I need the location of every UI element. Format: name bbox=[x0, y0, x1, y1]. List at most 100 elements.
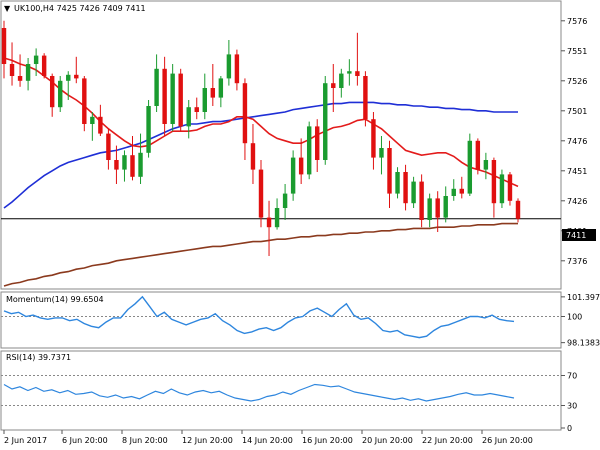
x-tick-label: 8 Jun 20:00 bbox=[122, 436, 168, 445]
price-tick-label: 7476 bbox=[567, 137, 587, 146]
candle-body bbox=[443, 196, 448, 218]
candle-body bbox=[130, 155, 135, 177]
rsi-layer: 70 30 0 bbox=[1, 372, 577, 433]
rsi-tick-label: 0 bbox=[567, 424, 572, 433]
candle-body bbox=[218, 78, 224, 98]
momentum-label: Momentum(14) 99.6504 bbox=[6, 295, 104, 304]
candle-body bbox=[162, 68, 167, 124]
candle-body bbox=[17, 76, 23, 81]
candle-body bbox=[242, 83, 248, 144]
candle-body bbox=[491, 160, 497, 204]
ma-mid-line bbox=[3, 101, 518, 209]
momentum-tick-label: 101.397 bbox=[567, 293, 600, 302]
price-tick-label: 7551 bbox=[567, 47, 587, 56]
candle-body bbox=[194, 107, 199, 112]
candle-body bbox=[411, 181, 416, 204]
candle-body bbox=[33, 55, 39, 64]
candle-body bbox=[170, 73, 175, 124]
rsi-tick-label: 70 bbox=[567, 372, 577, 381]
symbol-header: UK100,H4 7425 7426 7409 7411 bbox=[14, 4, 146, 13]
candle-body bbox=[1, 28, 7, 64]
candle-body bbox=[122, 155, 127, 170]
candle-body bbox=[258, 169, 264, 218]
candle-body bbox=[323, 83, 328, 160]
candle-body bbox=[355, 71, 360, 76]
candle-body bbox=[315, 126, 320, 160]
x-tick-label: 22 Jun 20:00 bbox=[422, 436, 473, 445]
candle-body bbox=[49, 76, 55, 108]
candle-body bbox=[403, 172, 408, 204]
candle-body bbox=[178, 73, 183, 127]
rsi-panel-frame bbox=[0, 350, 562, 431]
candle-body bbox=[459, 188, 464, 194]
candle-body bbox=[483, 160, 489, 170]
candle-body bbox=[266, 217, 272, 228]
candle-body bbox=[90, 116, 95, 124]
candle-body bbox=[25, 64, 31, 81]
candle-body bbox=[298, 157, 304, 175]
candle-body bbox=[234, 54, 240, 84]
x-tick-label: 26 Jun 20:00 bbox=[482, 436, 533, 445]
momentum-panel-frame bbox=[0, 291, 562, 349]
x-tick-label: 2 Jun 2017 bbox=[4, 436, 47, 445]
candle-body bbox=[106, 133, 111, 160]
main-panel-frame bbox=[0, 0, 562, 290]
candle-body bbox=[395, 172, 400, 194]
candle-body bbox=[435, 198, 440, 218]
candle-body bbox=[9, 64, 15, 76]
rsi-line bbox=[3, 383, 515, 402]
ma-slow-line bbox=[3, 222, 518, 287]
candle-body bbox=[419, 181, 424, 220]
candle-body bbox=[371, 119, 376, 158]
candle-body bbox=[475, 140, 481, 170]
candle-body bbox=[58, 80, 63, 108]
ma-fast-line bbox=[3, 57, 519, 188]
price-tick-label: 7501 bbox=[567, 107, 587, 116]
candle-body bbox=[427, 198, 432, 220]
x-tick-label: 6 Jun 20:00 bbox=[62, 436, 108, 445]
candle-body bbox=[114, 160, 119, 170]
candle-body bbox=[290, 157, 296, 194]
x-tick-label: 20 Jun 20:00 bbox=[362, 436, 413, 445]
candle-body bbox=[363, 76, 368, 120]
momentum-line bbox=[3, 295, 515, 339]
price-tag: 7411 bbox=[566, 231, 586, 240]
candle-body bbox=[451, 188, 456, 196]
candle-body bbox=[347, 71, 352, 74]
candle-body bbox=[186, 107, 191, 127]
rsi-tick-label: 30 bbox=[567, 402, 577, 411]
candle-body bbox=[154, 68, 159, 106]
candle-body bbox=[387, 148, 392, 194]
momentum-layer: 101.397 100 98.1383 bbox=[1, 293, 600, 348]
price-tick-label: 7376 bbox=[567, 257, 587, 266]
candle-body bbox=[467, 140, 473, 194]
x-tick-label: 16 Jun 20:00 bbox=[302, 436, 353, 445]
candle-body bbox=[379, 148, 384, 158]
candle-body bbox=[339, 73, 344, 88]
rsi-label: RSI(14) 39.7371 bbox=[6, 353, 71, 362]
candle-body bbox=[306, 126, 312, 175]
candle-body bbox=[507, 174, 513, 201]
candle-body bbox=[515, 200, 521, 219]
momentum-tick-label: 98.1383 bbox=[567, 339, 600, 348]
candle-body bbox=[146, 106, 151, 153]
candle-body bbox=[74, 74, 79, 79]
chart-triangle-icon: ▼ bbox=[4, 4, 11, 13]
main-price-layer: 757675517526750174767451742674017376 bbox=[1, 17, 587, 287]
price-tag-box bbox=[562, 229, 596, 241]
candle-body bbox=[66, 74, 71, 81]
candle-body bbox=[274, 208, 280, 228]
candle-body bbox=[41, 55, 47, 76]
candle-body bbox=[202, 88, 207, 112]
candle-body bbox=[210, 88, 216, 98]
x-tick-label: 12 Jun 20:00 bbox=[182, 436, 233, 445]
candle-body bbox=[226, 54, 232, 79]
candle-body bbox=[282, 193, 288, 208]
candle-body bbox=[250, 143, 256, 170]
price-tick-label: 7526 bbox=[567, 77, 587, 86]
price-tick-label: 7576 bbox=[567, 17, 587, 26]
candle-body bbox=[331, 83, 336, 88]
momentum-tick-label: 100 bbox=[567, 312, 582, 321]
candle-body bbox=[98, 116, 103, 134]
